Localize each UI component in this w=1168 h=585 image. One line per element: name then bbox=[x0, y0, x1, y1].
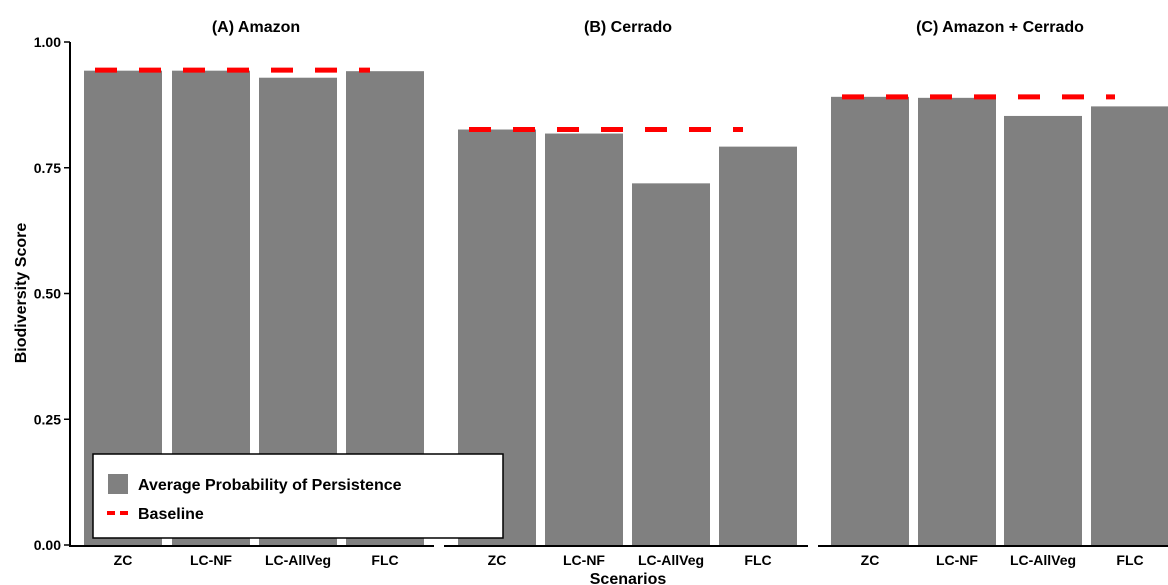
panel-3: (C) Amazon + Cerrado ZC LC-NF LC-AllVeg FLC bbox=[818, 19, 1168, 568]
bar-zc bbox=[831, 96, 909, 546]
panel-title: (B) Cerrado bbox=[584, 19, 672, 36]
legend-label-baseline: Baseline bbox=[138, 506, 204, 523]
y-tick-label: 0.50 bbox=[34, 286, 61, 302]
x-tick-label: LC-NF bbox=[190, 552, 232, 568]
legend-box bbox=[92, 453, 504, 539]
bar-lc-allveg bbox=[632, 183, 710, 545]
y-axis-ticks: 0.00 0.25 0.50 0.75 1.00 bbox=[34, 34, 71, 553]
y-tick-label: 0.25 bbox=[34, 411, 61, 427]
y-tick-label: 1.00 bbox=[34, 34, 61, 50]
x-tick-label: LC-AllVeg bbox=[265, 552, 331, 568]
y-tick-label: 0.00 bbox=[34, 537, 61, 553]
x-tick-label: FLC bbox=[371, 552, 398, 568]
x-tick-label: LC-AllVeg bbox=[1010, 552, 1076, 568]
bar-lc-nf bbox=[918, 97, 996, 545]
y-tick-label: 0.75 bbox=[34, 160, 61, 176]
panel-title: (A) Amazon bbox=[212, 19, 300, 36]
x-tick-label: LC-AllVeg bbox=[638, 552, 704, 568]
x-tick-label: ZC bbox=[861, 552, 880, 568]
y-axis-label: Biodiversity Score bbox=[13, 223, 30, 364]
x-tick-label: ZC bbox=[114, 552, 133, 568]
x-tick-label: LC-NF bbox=[936, 552, 978, 568]
legend-label-persistence: Average Probability of Persistence bbox=[138, 477, 402, 494]
bar-flc bbox=[1091, 106, 1168, 545]
x-tick-label: ZC bbox=[488, 552, 507, 568]
x-tick-label: FLC bbox=[744, 552, 771, 568]
bar-flc bbox=[719, 146, 797, 545]
bar-lc-allveg bbox=[1004, 115, 1082, 545]
legend-swatch-bar bbox=[108, 474, 128, 494]
legend: Average Probability of Persistence Basel… bbox=[92, 453, 504, 539]
x-tick-label: LC-NF bbox=[563, 552, 605, 568]
panel-2: (B) Cerrado ZC LC-NF LC-AllVeg FLC bbox=[444, 19, 808, 568]
x-axis-label: Scenarios bbox=[590, 571, 667, 585]
x-tick-label: FLC bbox=[1116, 552, 1143, 568]
panel-title: (C) Amazon + Cerrado bbox=[916, 19, 1084, 36]
bar-lc-nf bbox=[545, 133, 623, 545]
